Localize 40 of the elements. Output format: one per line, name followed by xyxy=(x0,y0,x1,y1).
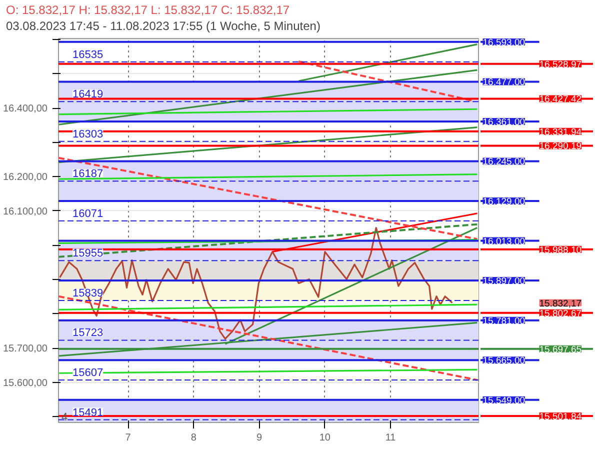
annotation: 4 xyxy=(62,412,68,424)
ref-line-label: 16.013,00 xyxy=(482,236,526,248)
y-tick-label: 15.700,00 xyxy=(3,344,48,355)
x-tick-label: 11 xyxy=(385,432,396,444)
ref-line-label: 15.802,67 xyxy=(539,308,582,320)
ref-line-label: 16.593,00 xyxy=(482,37,526,48)
ref-line-label: 16.129,00 xyxy=(482,196,526,208)
x-tick-label: 8 xyxy=(190,432,197,444)
y-tick-label: 15.600,00 xyxy=(3,378,48,389)
ref-line-label: 16.245,00 xyxy=(482,156,526,168)
ref-line-label: 15607 xyxy=(72,366,104,379)
ref-line-label: 15839 xyxy=(72,287,104,300)
ref-line-label: 16.477,00 xyxy=(482,77,526,88)
ref-line-label: 16.290,19 xyxy=(539,141,582,152)
ref-line-label: 16535 xyxy=(72,48,104,61)
text: 15.832,17 xyxy=(539,298,582,310)
ref-line-label: 15955 xyxy=(72,248,104,260)
chart-subtitle: 03.08.2023 17:45 - 11.08.2023 17:55 (1 Woche, 5 Minuten) xyxy=(6,18,320,35)
ref-line-label: 15.549,00 xyxy=(482,395,526,406)
ref-line-label: 16.528,97 xyxy=(539,59,582,70)
ref-line-label: 15.988,10 xyxy=(539,244,582,256)
ref-line-label: 16.427,42 xyxy=(539,94,582,106)
y-tick-label: 16.400,00 xyxy=(3,104,48,115)
ref-line-label: 15.697,65 xyxy=(539,344,582,356)
x-tick-label: 10 xyxy=(319,432,331,444)
ref-line-label: 15723 xyxy=(72,327,104,340)
ref-line-label: 15.501,84 xyxy=(539,412,582,423)
x-tick-label: 9 xyxy=(256,432,263,444)
ref-line-label: 16.331,94 xyxy=(539,126,582,138)
ref-line-label: 16303 xyxy=(72,128,104,140)
ref-line-label: 15.781,00 xyxy=(482,316,526,327)
chart-title: O: 15.832,17 H: 15.832,17 L: 15.832,17 C: 15.832,17 xyxy=(6,2,290,19)
y-tick-label: 16.100,00 xyxy=(3,206,48,218)
ref-line-label: 15.897,00 xyxy=(482,276,526,288)
ref-line-label: 16419 xyxy=(72,88,104,101)
x-tick-label: 7 xyxy=(125,432,132,444)
y-tick-label: 16.200,00 xyxy=(3,172,48,184)
ref-line-label: 16.361,00 xyxy=(482,116,526,128)
ref-line-label: 16071 xyxy=(72,208,104,220)
ref-line-label: 16187 xyxy=(72,168,104,180)
